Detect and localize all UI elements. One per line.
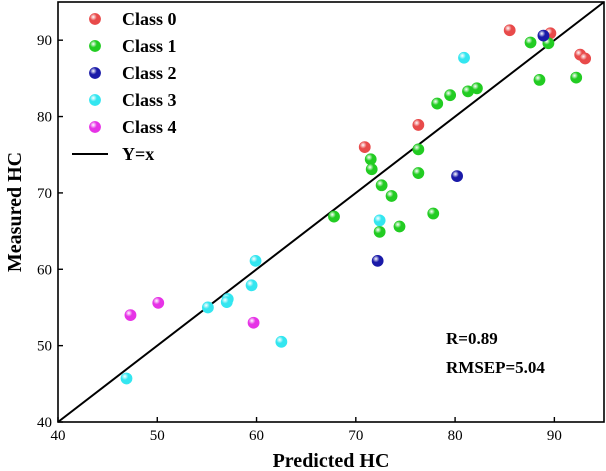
y-tick-label: 70 [37,186,52,202]
data-point-class-1 [375,179,388,192]
data-point-class-2 [371,254,384,267]
x-axis: 40 50 60 70 80 90 [51,417,562,444]
plot-frame [57,1,605,423]
legend-marker-class-0 [89,13,101,25]
y-axis-title: Measured HC [4,152,26,272]
data-point-class-1 [393,220,406,233]
x-tick-label: 50 [150,428,165,444]
data-point-class-1 [570,71,583,84]
x-tick-label: 70 [348,428,363,444]
legend-label-class-2: Class 2 [122,63,177,83]
data-point-class-1 [328,210,340,223]
data-point-class-2 [537,29,550,42]
data-point-class-3 [373,214,386,227]
rmsep-annotation: RMSEP=5.04 [446,358,545,377]
data-point-class-1 [412,167,425,179]
data-point-class-1 [364,153,377,166]
data-point-class-4 [247,316,260,329]
y-axis: 40 50 60 70 80 90 [37,33,63,431]
x-axis-title: Predicted HC [273,450,390,471]
data-point-class-1 [412,143,425,156]
data-point-class-3 [458,51,470,64]
data-point-class-3 [120,372,133,385]
data-point-class-1 [427,207,440,220]
data-point-class-3 [202,301,214,314]
x-tick-label: 40 [51,428,66,444]
legend-label-class-4: Class 4 [122,117,177,137]
data-point-class-0 [358,141,371,153]
legend-marker-class-1 [89,40,101,52]
legend-marker-class-2 [89,67,101,79]
y-tick-label: 80 [37,110,52,126]
data-point-class-3 [245,279,258,292]
data-point-class-1 [524,36,537,49]
data-point-class-1 [533,73,546,86]
data-point-class-1 [444,89,457,102]
data-point-class-1 [385,190,398,202]
legend-marker-class-4 [89,121,101,133]
data-point-class-0 [579,52,592,65]
y-tick-label: 90 [37,33,52,49]
y-tick-label: 60 [37,262,52,278]
data-point-class-3 [249,254,262,267]
r-annotation: R=0.89 [446,329,498,348]
data-point-class-3 [220,296,233,309]
legend-label-class-0: Class 0 [122,9,177,29]
data-points-layer [120,24,592,385]
data-point-class-1 [365,163,378,176]
legend-label-reference-line: Y=x [122,144,154,164]
legend: Class 0 Class 1 Class 2 Class 3 Class 4 Y=x [72,9,177,164]
data-point-class-3 [275,335,288,348]
data-point-class-0 [412,119,425,131]
legend-label-class-3: Class 3 [122,90,177,110]
x-tick-label: 90 [547,428,562,444]
data-point-class-4 [124,309,137,321]
legend-marker-class-3 [89,94,101,106]
data-point-class-1 [373,225,386,238]
x-tick-label: 80 [448,428,463,444]
data-point-class-4 [152,296,165,309]
data-point-class-0 [503,24,516,37]
y-tick-label: 50 [37,339,52,355]
x-tick-label: 60 [249,428,264,444]
y-tick-label: 40 [37,415,52,431]
data-point-class-2 [451,170,463,183]
data-point-class-1 [431,97,444,110]
legend-label-class-1: Class 1 [122,36,177,56]
data-point-class-1 [462,85,474,98]
